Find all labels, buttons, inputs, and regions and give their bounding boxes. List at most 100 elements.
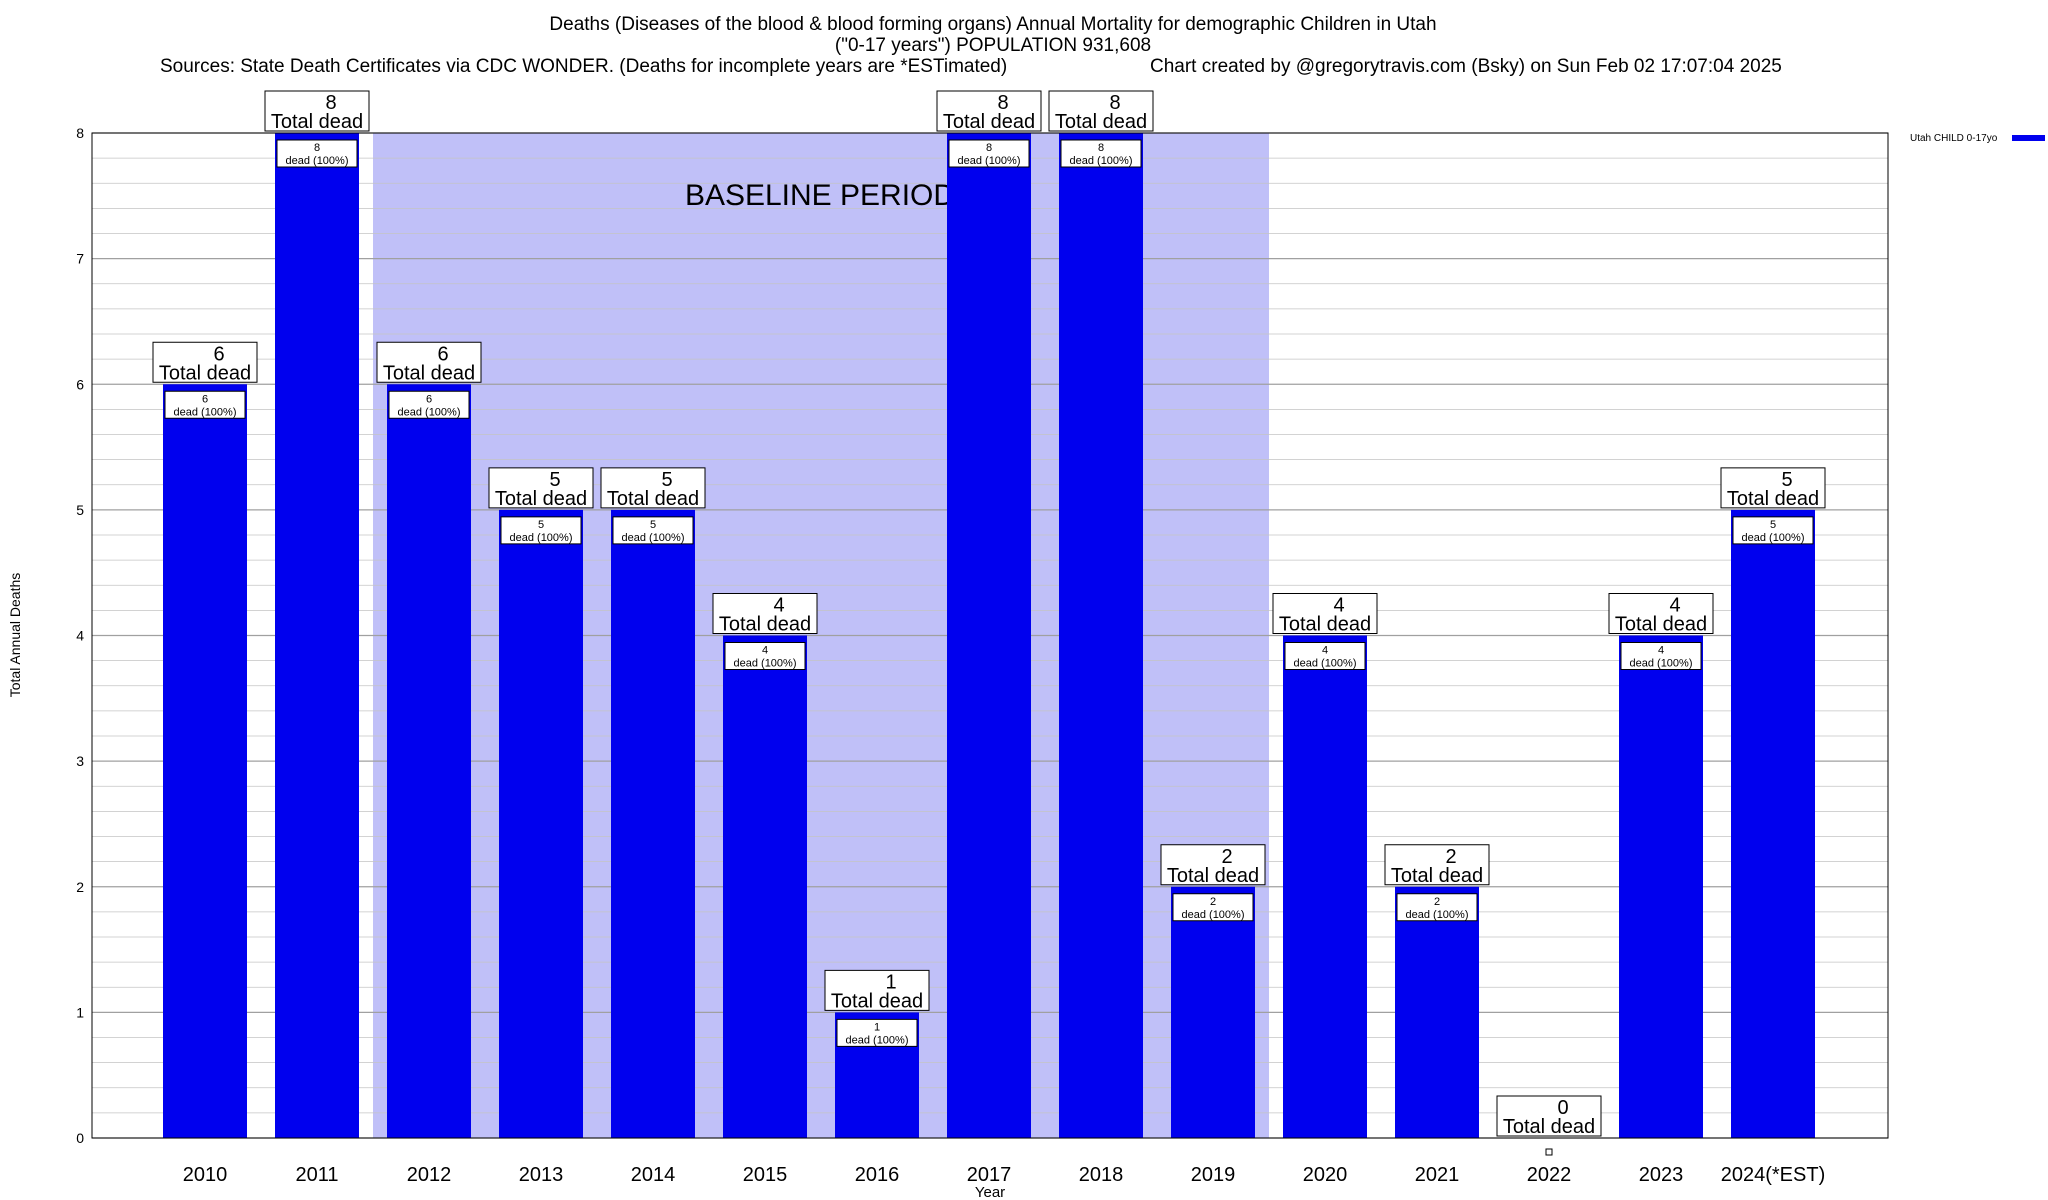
- bar-inner-value-label: 4: [1658, 645, 1664, 657]
- bar-total-text-label: Total dead: [719, 614, 811, 636]
- baseline-period-label: BASELINE PERIOD: [685, 179, 955, 212]
- bar-total-value-label: 2: [1221, 846, 1232, 868]
- bar-total-text-label: Total dead: [383, 362, 475, 384]
- bar-total-value-label: 6: [437, 343, 448, 365]
- y-tick-label: 5: [76, 502, 84, 518]
- bar-total-text-label: Total dead: [159, 362, 251, 384]
- bar-inner-label-box: [724, 642, 806, 670]
- x-axis-label: Year: [975, 1184, 1005, 1200]
- bar-total-text-label: Total dead: [1167, 865, 1259, 887]
- bar: [1395, 886, 1479, 1138]
- y-tick-label: 2: [76, 879, 84, 895]
- y-tick-label: 6: [76, 376, 84, 392]
- bar-total-value-label: 0: [1557, 1097, 1568, 1119]
- y-axis-label: Total Annual Deaths: [7, 573, 23, 698]
- bar-inner-label-box: [948, 139, 1030, 168]
- bar-total-label-box: [600, 467, 706, 509]
- bar-total-value-label: 5: [549, 469, 560, 491]
- bar-total-text-label: Total dead: [1503, 1116, 1595, 1138]
- bar-total-label-box: [264, 90, 370, 132]
- bar-inner-label-box: [612, 516, 694, 545]
- chart-sources: Sources: State Death Certificates via CD…: [160, 56, 1007, 77]
- bar-inner-value-label: 4: [762, 645, 768, 657]
- y-tick-label: 0: [76, 1130, 84, 1146]
- bar-inner-value-label: 5: [650, 519, 656, 531]
- bar-inner-value-label: 1: [874, 1021, 880, 1033]
- bar-total-label-box: [1384, 844, 1490, 886]
- bar: [611, 509, 695, 1138]
- x-tick-label: 2023: [1639, 1164, 1684, 1186]
- bar-inner-label-box: [164, 390, 246, 419]
- bar-inner-percent-label: dead (100%): [622, 532, 685, 544]
- bar-inner-value-label: 8: [986, 142, 992, 154]
- bar-inner-value-label: 4: [1322, 645, 1328, 657]
- x-tick-label: 2014: [631, 1164, 676, 1186]
- bar-total-value-label: 4: [1333, 595, 1344, 617]
- bar-total-text-label: Total dead: [831, 990, 923, 1012]
- bar-inner-value-label: 5: [1770, 519, 1776, 531]
- chart-credit: Chart created by @gregorytravis.com (Bsk…: [1150, 56, 1782, 77]
- bar-total-label-box: [488, 467, 594, 509]
- bar-inner-label-box: [500, 516, 582, 545]
- bar: [1619, 635, 1703, 1138]
- legend-swatch: [2012, 135, 2045, 141]
- bar-inner-label-box: [1732, 516, 1814, 545]
- bar: [947, 133, 1031, 1138]
- bar-total-value-label: 8: [997, 92, 1008, 114]
- bar-total-label-box: [1048, 90, 1154, 132]
- bar-inner-percent-label: dead (100%): [286, 155, 349, 167]
- bar: [1059, 133, 1143, 1138]
- bar: [1171, 886, 1255, 1138]
- bar-inner-value-label: 2: [1434, 896, 1440, 908]
- bar-inner-percent-label: dead (100%): [1630, 658, 1693, 670]
- bar-inner-label-box: [1396, 893, 1478, 922]
- bar-inner-value-label: 2: [1210, 896, 1216, 908]
- bar-inner-percent-label: dead (100%): [734, 658, 797, 670]
- bar: [1283, 635, 1367, 1138]
- x-tick-label: 2022: [1527, 1164, 1572, 1186]
- bar-inner-percent-label: dead (100%): [958, 155, 1021, 167]
- bar: [275, 133, 359, 1138]
- x-tick-label: 2021: [1415, 1164, 1460, 1186]
- bar-total-label-box: [1608, 593, 1714, 634]
- bar-total-value-label: 8: [1109, 92, 1120, 114]
- bar-inner-percent-label: dead (100%): [1294, 658, 1357, 670]
- x-tick-label: 2019: [1191, 1164, 1236, 1186]
- bar-total-text-label: Total dead: [495, 488, 587, 510]
- bar-total-value-label: 6: [213, 343, 224, 365]
- bar: [499, 509, 583, 1138]
- bar-total-label-box: [1496, 1095, 1602, 1137]
- bar-inner-percent-label: dead (100%): [1182, 909, 1245, 921]
- bar-total-value-label: 8: [325, 92, 336, 114]
- bar-total-value-label: 5: [1781, 469, 1792, 491]
- bar-total-value-label: 2: [1445, 846, 1456, 868]
- y-tick-label: 3: [76, 753, 84, 769]
- bar-total-text-label: Total dead: [1055, 111, 1147, 133]
- bar-total-label-box: [1720, 467, 1826, 509]
- y-tick-label: 4: [76, 628, 84, 644]
- x-tick-label: 2012: [407, 1164, 452, 1186]
- x-tick-label: 2013: [519, 1164, 564, 1186]
- bar-inner-percent-label: dead (100%): [174, 406, 237, 418]
- bar-total-value-label: 4: [773, 595, 784, 617]
- x-tick-label: 2010: [183, 1164, 228, 1186]
- bar-total-label-box: [712, 593, 818, 634]
- chart-subtitle: ("0-17 years") POPULATION 931,608: [835, 35, 1151, 56]
- bar-total-text-label: Total dead: [607, 488, 699, 510]
- x-tick-label: 2015: [743, 1164, 788, 1186]
- bar-total-value-label: 5: [661, 469, 672, 491]
- bar-inner-value-label: 8: [314, 142, 320, 154]
- bar-total-text-label: Total dead: [943, 111, 1035, 133]
- bar-total-text-label: Total dead: [1615, 614, 1707, 636]
- bar-total-text-label: Total dead: [1727, 488, 1819, 510]
- bar-inner-percent-label: dead (100%): [510, 532, 573, 544]
- bar-total-label-box: [152, 341, 258, 383]
- x-tick-label: 2016: [855, 1164, 900, 1186]
- bar-inner-value-label: 6: [202, 393, 208, 405]
- bar: [1731, 509, 1815, 1138]
- x-tick-label: 2024(*EST): [1721, 1164, 1826, 1186]
- x-tick-label: 2017: [967, 1164, 1012, 1186]
- plot-border: [91, 132, 1889, 1139]
